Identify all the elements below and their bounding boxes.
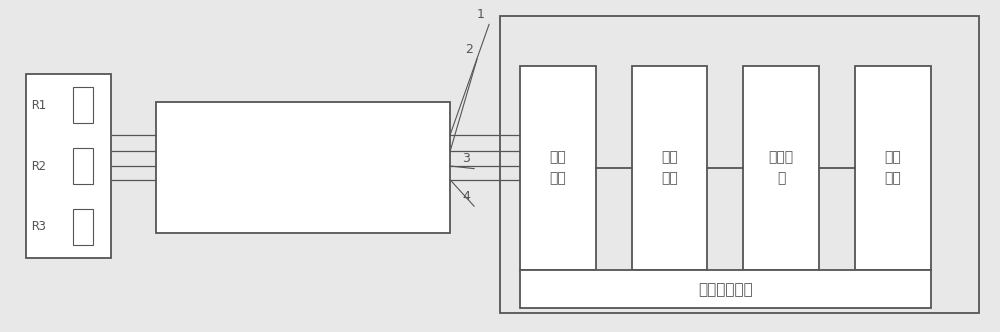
Text: 分压
电路: 分压 电路 bbox=[549, 150, 566, 185]
Bar bbox=[73, 209, 93, 245]
Text: 2: 2 bbox=[465, 43, 473, 56]
Bar bbox=[73, 148, 93, 184]
Text: R3: R3 bbox=[31, 220, 46, 233]
Text: 滤波
电路: 滤波 电路 bbox=[661, 150, 678, 185]
Bar bbox=[500, 16, 979, 312]
Bar bbox=[26, 74, 111, 258]
Bar bbox=[855, 66, 931, 270]
Bar bbox=[520, 270, 931, 308]
Bar bbox=[520, 66, 596, 270]
Text: R1: R1 bbox=[31, 99, 46, 112]
Bar bbox=[73, 87, 93, 123]
Text: R2: R2 bbox=[31, 159, 46, 173]
Bar bbox=[632, 66, 707, 270]
Bar bbox=[743, 66, 819, 270]
Text: 微处理
器: 微处理 器 bbox=[769, 150, 794, 185]
Text: 电压转换电路: 电压转换电路 bbox=[698, 282, 753, 297]
Bar bbox=[156, 102, 450, 233]
Text: 3: 3 bbox=[462, 152, 470, 165]
Text: 4: 4 bbox=[462, 190, 470, 203]
Text: 输出
电路: 输出 电路 bbox=[885, 150, 901, 185]
Text: 1: 1 bbox=[477, 8, 485, 21]
